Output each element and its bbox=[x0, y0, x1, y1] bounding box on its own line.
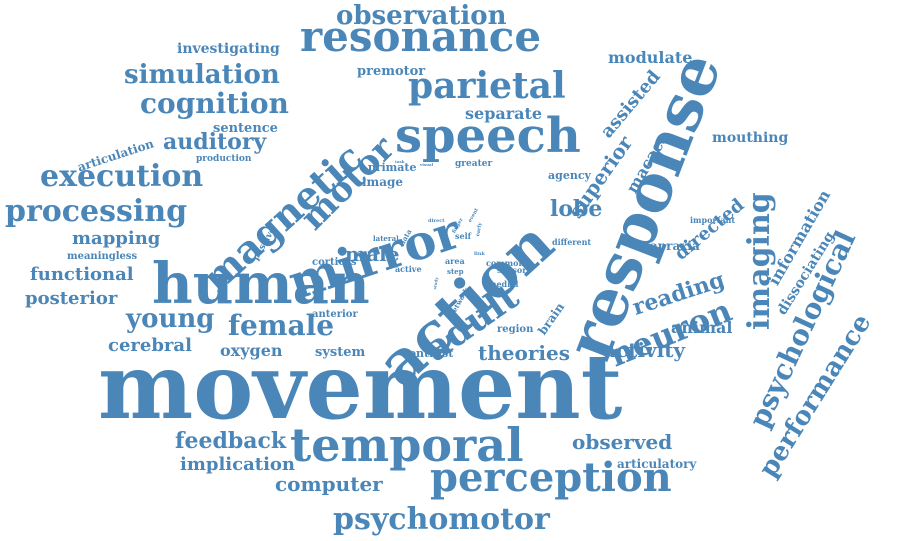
word-imaging: imaging bbox=[742, 192, 777, 330]
word-computer: computer bbox=[275, 472, 383, 496]
word-processing: processing bbox=[5, 194, 188, 229]
word-separate: separate bbox=[465, 104, 543, 123]
word-lateral: lateral bbox=[373, 234, 399, 243]
word-early: early bbox=[475, 222, 484, 237]
word-activity: activity bbox=[603, 338, 686, 362]
word-resonance: resonance bbox=[300, 12, 542, 61]
word-mapping: mapping bbox=[72, 228, 161, 249]
word-primate: primate bbox=[368, 161, 417, 174]
word-contrast: contrast bbox=[402, 347, 454, 360]
word-modulate: modulate bbox=[608, 48, 693, 67]
word-feedback: feedback bbox=[175, 428, 287, 454]
word-mouthing: mouthing bbox=[712, 130, 789, 146]
word-sensory: sensory bbox=[497, 265, 532, 275]
word-anterior: anterior bbox=[312, 309, 358, 320]
word-investigating: investigating bbox=[177, 41, 280, 57]
word-perception: perception bbox=[430, 454, 672, 501]
word-male: male bbox=[345, 242, 400, 266]
word-observed: observed bbox=[572, 430, 673, 454]
word-oxygen: oxygen bbox=[220, 341, 283, 360]
word-female: female bbox=[228, 309, 335, 342]
word-temporal: temporal bbox=[290, 418, 524, 472]
word-implication: implication bbox=[180, 454, 296, 475]
word-meaningless: meaningless bbox=[67, 251, 138, 262]
word-articulatory: articulatory bbox=[617, 457, 697, 471]
word-parietal: parietal bbox=[408, 65, 566, 107]
word-cognition: cognition bbox=[140, 87, 289, 120]
word-agency: agency bbox=[548, 169, 591, 182]
word-important: important bbox=[690, 215, 736, 225]
word-region: region bbox=[497, 324, 534, 335]
word-medial: medial bbox=[488, 279, 519, 289]
word-task: task bbox=[395, 159, 405, 164]
word-young: young bbox=[126, 304, 215, 334]
word-visual: visual bbox=[420, 162, 434, 167]
word-premotor: premotor bbox=[357, 64, 426, 79]
word-lobe: lobe bbox=[550, 196, 603, 222]
word-system: system bbox=[315, 345, 366, 360]
word-auditory: auditory bbox=[163, 129, 267, 155]
word-human: human bbox=[152, 251, 370, 317]
word-sentence: sentence bbox=[213, 121, 278, 136]
word-speech: speech bbox=[395, 108, 581, 164]
word-simulation: simulation bbox=[124, 60, 280, 90]
word-psychomotor: psychomotor bbox=[333, 502, 550, 537]
word-link: link bbox=[474, 251, 485, 257]
word-functional: functional bbox=[30, 264, 134, 285]
word-area: area bbox=[445, 256, 465, 266]
word-self: self bbox=[455, 231, 472, 241]
word-different: different bbox=[552, 237, 592, 247]
word-movement: movement bbox=[98, 334, 623, 440]
word-event: event bbox=[467, 207, 480, 224]
word-production: production bbox=[196, 154, 252, 164]
word-common: common bbox=[486, 258, 525, 268]
word-cortices: cortices bbox=[312, 257, 357, 268]
word-active: active bbox=[395, 264, 422, 274]
word-theories: theories bbox=[478, 341, 570, 365]
word-observation: observation bbox=[336, 1, 507, 31]
word-animal: animal bbox=[671, 318, 733, 337]
word-greater: greater bbox=[455, 159, 493, 169]
word-step: step bbox=[447, 267, 464, 276]
word-image: image bbox=[362, 175, 404, 189]
word-direct: direct bbox=[428, 218, 445, 224]
word-apraxia: apraxia bbox=[650, 239, 700, 253]
word-posterior: posterior bbox=[25, 288, 118, 309]
word-execution: execution bbox=[40, 159, 204, 194]
word-cerebral: cerebral bbox=[108, 335, 192, 356]
